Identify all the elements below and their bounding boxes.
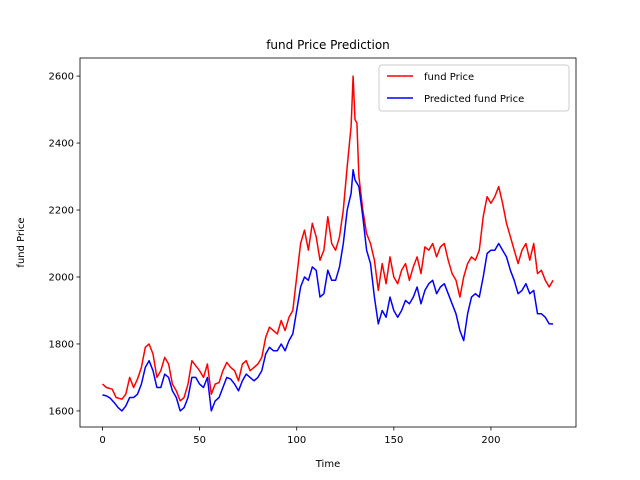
y-axis-label: fund Price: [16, 217, 27, 267]
series-line-2: [102, 169, 554, 412]
x-tick-label: 150: [384, 435, 403, 446]
chart-title: fund Price Prediction: [266, 38, 390, 52]
legend: fund Price Predicted fund Price: [378, 64, 570, 112]
y-tick-label: 1600: [49, 406, 74, 417]
legend-frame: [378, 64, 570, 112]
legend-label-2: Predicted fund Price: [424, 94, 524, 105]
y-tick-label: 2000: [49, 272, 74, 283]
x-axis-label: Time: [315, 459, 340, 470]
y-tick-label: 2400: [49, 139, 74, 150]
plot-lines: [102, 75, 554, 412]
legend-label-1: fund Price: [424, 72, 474, 83]
y-tick-label: 1800: [49, 339, 74, 350]
axes-frame: [79, 57, 577, 428]
x-tick-label: 50: [193, 435, 206, 446]
x-tick-label: 100: [287, 435, 306, 446]
y-tick-label: 2600: [49, 72, 74, 83]
series-line-1: [102, 75, 554, 402]
axes: 0 50 100 150 200 1600 1800 2000 2200 2400 2600: [49, 57, 577, 446]
y-tick-label: 2200: [49, 206, 74, 217]
x-tick-label: 0: [99, 435, 105, 446]
x-tick-label: 200: [481, 435, 500, 446]
